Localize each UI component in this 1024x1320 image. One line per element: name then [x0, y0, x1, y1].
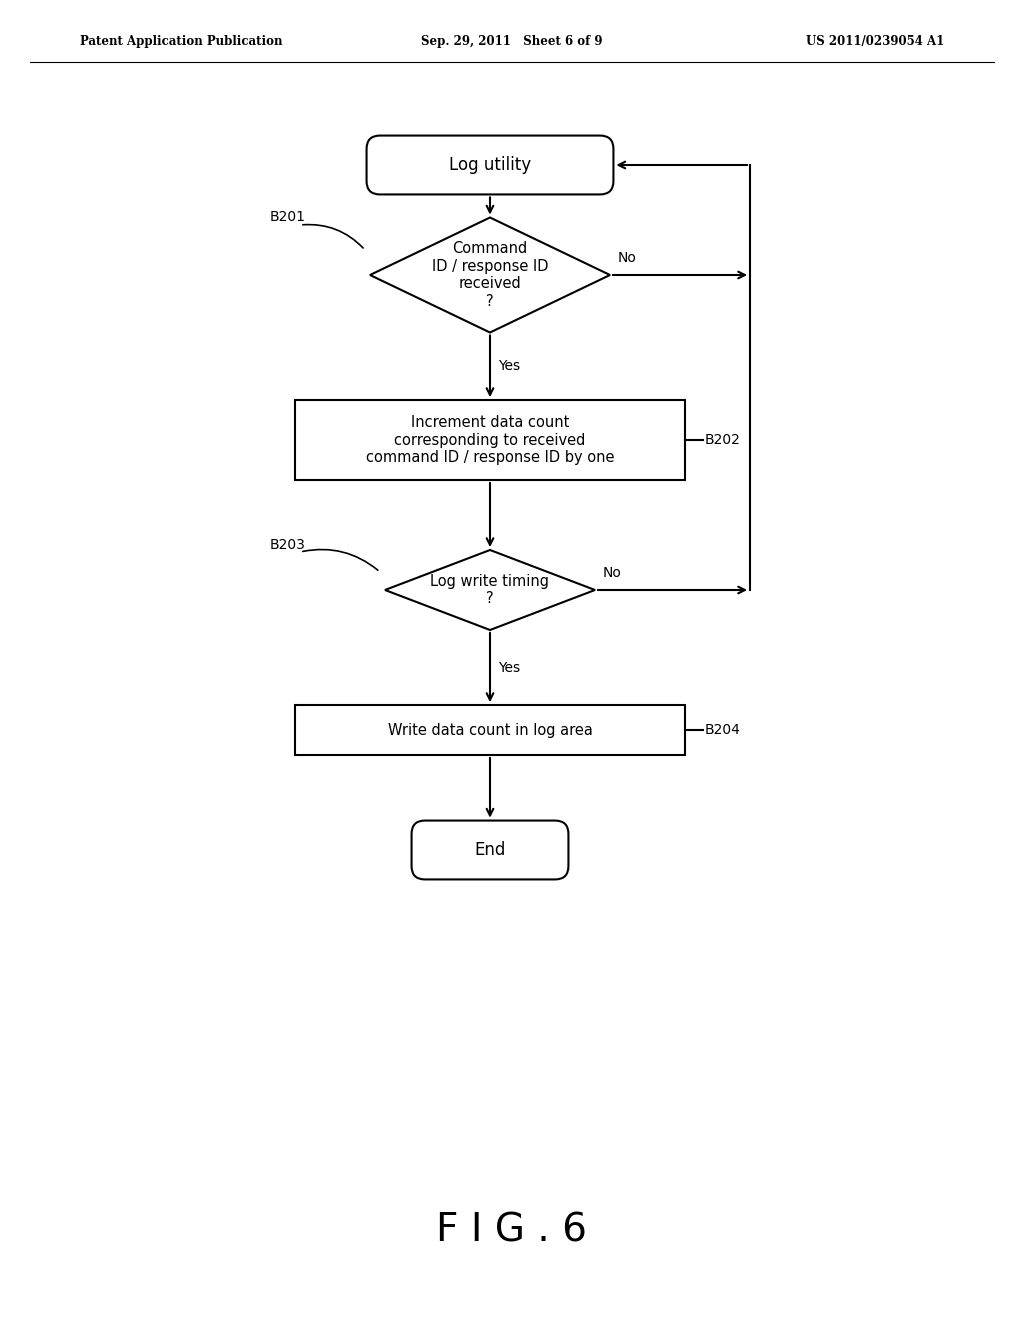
Text: Sep. 29, 2011   Sheet 6 of 9: Sep. 29, 2011 Sheet 6 of 9	[421, 36, 603, 49]
FancyBboxPatch shape	[367, 136, 613, 194]
Text: No: No	[603, 566, 622, 579]
Text: B204: B204	[705, 723, 741, 737]
Text: US 2011/0239054 A1: US 2011/0239054 A1	[806, 36, 944, 49]
Text: B202: B202	[705, 433, 741, 447]
Text: End: End	[474, 841, 506, 859]
Text: Write data count in log area: Write data count in log area	[387, 722, 593, 738]
Text: No: No	[618, 251, 637, 265]
Text: B203: B203	[270, 539, 306, 552]
Text: B201: B201	[270, 210, 306, 224]
Text: Command
ID / response ID
received
?: Command ID / response ID received ?	[432, 242, 548, 309]
Text: F I G . 6: F I G . 6	[436, 1210, 588, 1249]
Bar	[295, 400, 685, 480]
Text: Yes: Yes	[498, 660, 520, 675]
Bar	[295, 705, 685, 755]
Text: Log utility: Log utility	[449, 156, 531, 174]
Text: Increment data count
corresponding to received
command ID / response ID by one: Increment data count corresponding to re…	[366, 414, 614, 465]
Polygon shape	[370, 218, 610, 333]
Polygon shape	[385, 550, 595, 630]
Text: Log write timing
?: Log write timing ?	[430, 574, 550, 606]
Text: Patent Application Publication: Patent Application Publication	[80, 36, 283, 49]
Text: Yes: Yes	[498, 359, 520, 374]
FancyBboxPatch shape	[412, 821, 568, 879]
